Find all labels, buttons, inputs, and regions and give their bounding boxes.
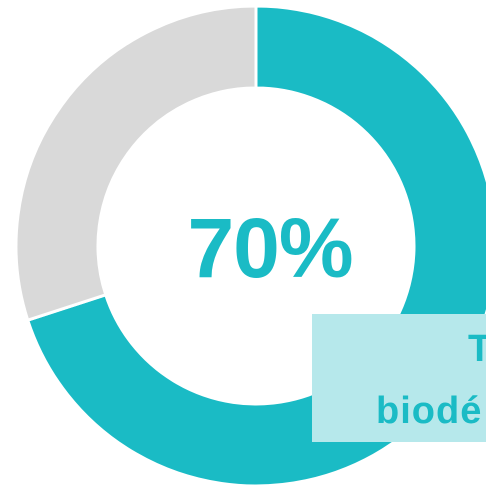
callout-text-line2: biodé (376, 390, 483, 432)
donut-slice-remainder (14, 4, 258, 323)
center-percentage-label: 70% (187, 201, 353, 295)
callout-box: T biodé (312, 314, 486, 442)
callout-text-line1: T (468, 328, 486, 370)
